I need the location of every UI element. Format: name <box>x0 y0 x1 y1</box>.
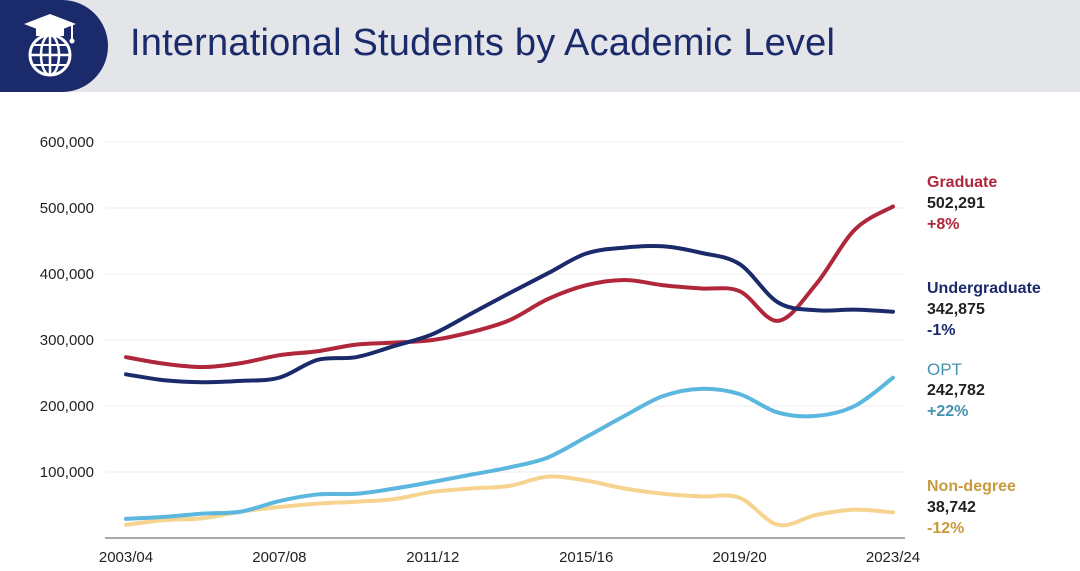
y-tick-label: 200,000 <box>40 398 94 415</box>
opt-callout: OPT 242,782 +22% <box>927 359 985 422</box>
x-tick-label: 2007/08 <box>252 549 306 566</box>
graduate-label: Graduate <box>927 174 998 191</box>
y-tick-label: 400,000 <box>40 266 94 283</box>
opt-label: OPT <box>927 360 962 379</box>
line-chart: 100,000 200,000 300,000 400,000 500,000 600,0… <box>40 134 920 566</box>
undergraduate-line <box>124 243 895 385</box>
graduate-value: 502,291 <box>927 195 985 212</box>
non-degree-value: 38,742 <box>927 499 976 516</box>
gridlines <box>105 141 905 539</box>
x-tick-label: 2015/16 <box>559 549 613 566</box>
opt-change: +22% <box>927 403 969 420</box>
header-bar: International Students by Academic Level <box>0 0 1080 92</box>
x-tick-label: 2023/24 <box>866 549 920 566</box>
series-lines <box>124 204 895 528</box>
undergraduate-change: -1% <box>927 322 956 339</box>
undergraduate-value: 342,875 <box>927 301 985 318</box>
opt-value: 242,782 <box>927 382 985 399</box>
page-title: International Students by Academic Level <box>130 22 836 64</box>
y-tick-label: 300,000 <box>40 332 94 349</box>
x-tick-label: 2019/20 <box>712 549 766 566</box>
opt-line <box>124 375 895 521</box>
non-degree-label: Non-degree <box>927 478 1016 495</box>
y-axis-ticks: 100,000 200,000 300,000 400,000 500,000 600,0… <box>40 134 94 481</box>
logo <box>0 0 108 92</box>
y-tick-label: 600,000 <box>40 134 94 151</box>
x-axis-ticks: 2003/04 2007/08 2011/12 2015/16 2019/20 2023/… <box>99 549 920 566</box>
non-degree-change: -12% <box>927 520 965 537</box>
y-tick-label: 500,000 <box>40 200 94 217</box>
graduation-globe-icon <box>24 14 76 77</box>
graduate-line <box>124 204 895 370</box>
y-tick-label: 100,000 <box>40 464 94 481</box>
graduate-callout: Graduate 502,291 +8% <box>927 172 997 235</box>
non-degree-line <box>124 474 895 528</box>
undergraduate-label: Undergraduate <box>927 280 1041 297</box>
graduate-change: +8% <box>927 216 960 233</box>
x-tick-label: 2011/12 <box>406 549 459 566</box>
non-degree-callout: Non-degree 38,742 -12% <box>927 476 1016 539</box>
x-tick-label: 2003/04 <box>99 549 153 566</box>
undergraduate-callout: Undergraduate 342,875 -1% <box>927 278 1041 341</box>
